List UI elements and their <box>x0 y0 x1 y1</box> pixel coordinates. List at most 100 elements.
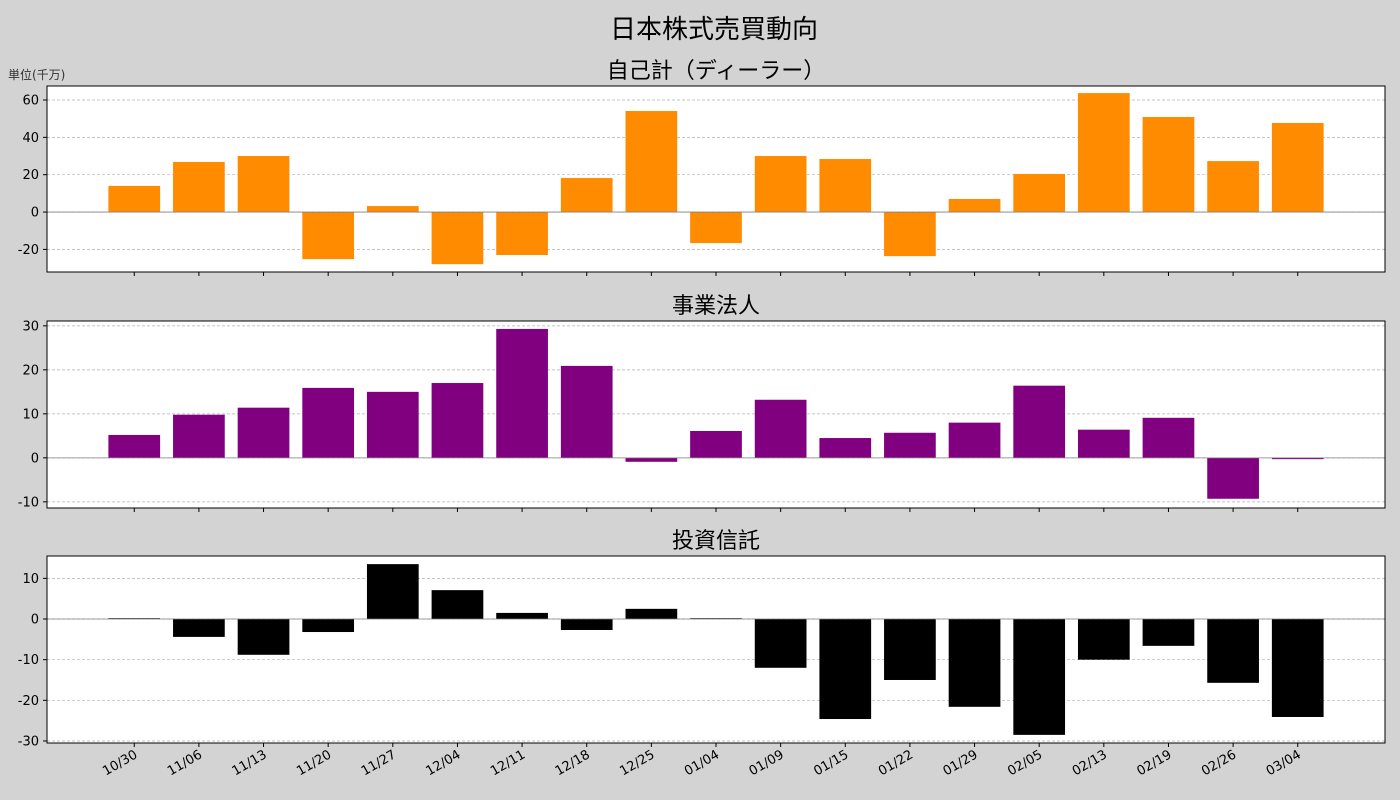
bar-02/19 <box>1142 417 1195 458</box>
bar-01/29 <box>948 198 1001 213</box>
bar-01/09 <box>754 619 807 668</box>
bar-12/18 <box>560 619 613 630</box>
bar-01/15 <box>819 438 872 458</box>
x-tick-label: 03/04 <box>1264 747 1304 779</box>
x-tick-label: 02/13 <box>1070 747 1110 779</box>
axes-frame <box>46 85 1386 273</box>
x-tick-label: 12/04 <box>424 747 464 779</box>
bar-01/04 <box>690 212 742 244</box>
bar-12/04 <box>431 383 484 458</box>
y-tick-label: -10 <box>18 653 39 668</box>
bar-02/26 <box>1207 619 1259 683</box>
bar-10/30 <box>108 434 161 458</box>
panel-title: 事業法人 <box>672 294 760 319</box>
x-tick-label: 01/22 <box>876 747 916 779</box>
bar-11/13 <box>237 156 290 213</box>
y-tick-label: 10 <box>22 407 39 422</box>
bar-11/13 <box>237 407 290 458</box>
bar-11/06 <box>173 414 225 458</box>
x-tick-label: 11/20 <box>294 747 334 779</box>
y-tick-label: 0 <box>31 613 39 628</box>
bar-02/05 <box>1013 619 1066 735</box>
bar-01/29 <box>948 422 1001 458</box>
bar-02/13 <box>1077 619 1130 660</box>
x-tick-label: 12/11 <box>488 747 528 779</box>
unit-label: 単位(千万) <box>8 67 65 82</box>
y-tick-label: 0 <box>31 451 39 466</box>
bar-03/04 <box>1271 619 1324 717</box>
bar-10/30 <box>108 618 161 620</box>
x-tick-label: 12/25 <box>617 747 657 779</box>
bar-01/29 <box>948 619 1001 707</box>
bar-02/05 <box>1013 385 1066 458</box>
x-tick-label: 02/26 <box>1199 747 1239 779</box>
y-tick-label: 60 <box>22 94 39 109</box>
x-tick-label: 11/27 <box>359 747 399 779</box>
axes-frame <box>46 555 1386 744</box>
bar-01/04 <box>690 431 742 458</box>
bar-01/04 <box>690 618 742 620</box>
x-tick-label: 02/19 <box>1135 747 1175 779</box>
y-tick-label: 30 <box>22 319 39 334</box>
bar-02/05 <box>1013 173 1066 213</box>
bar-01/09 <box>754 399 807 458</box>
bar-11/20 <box>302 619 355 633</box>
bar-11/06 <box>173 162 225 213</box>
x-tick-label: 11/13 <box>230 747 270 779</box>
bar-02/26 <box>1207 457 1259 499</box>
bar-01/22 <box>884 619 936 680</box>
bar-11/20 <box>302 212 355 260</box>
y-tick-label: 40 <box>22 131 39 146</box>
bar-11/13 <box>237 619 290 655</box>
bar-12/25 <box>625 111 678 213</box>
panel-title: 自己計（ディーラー） <box>607 59 825 84</box>
bar-01/22 <box>884 212 936 257</box>
axes-frame <box>46 320 1386 509</box>
panel-2: 事業法人 -10 0 10 20 30 <box>18 294 1386 512</box>
bar-02/13 <box>1077 93 1130 213</box>
x-tick-label: 01/15 <box>811 747 851 779</box>
y-tick-label: 20 <box>22 363 39 378</box>
y-tick-label: 20 <box>22 168 39 183</box>
chart-title: 日本株式売買動向 <box>610 15 818 45</box>
bar-03/04 <box>1271 457 1324 460</box>
bar-02/19 <box>1142 117 1195 213</box>
bar-01/22 <box>884 432 936 458</box>
y-tick-label: -30 <box>18 734 39 749</box>
bar-12/18 <box>560 178 613 213</box>
bar-01/15 <box>819 159 872 213</box>
bar-12/11 <box>496 212 548 256</box>
bar-11/27 <box>366 564 419 620</box>
bar-10/30 <box>108 185 161 213</box>
y-tick-label: 10 <box>22 572 39 587</box>
x-tick-label: 10/30 <box>100 747 140 779</box>
bar-12/11 <box>496 328 548 458</box>
bar-02/26 <box>1207 161 1259 213</box>
bar-01/09 <box>754 156 807 213</box>
panel-title: 投資信託 <box>672 529 760 554</box>
x-tick-label: 12/18 <box>553 747 593 779</box>
x-tick-label: 11/06 <box>165 747 205 779</box>
bar-12/04 <box>431 590 484 620</box>
bar-11/27 <box>366 391 419 458</box>
y-tick-label: -20 <box>18 694 39 709</box>
x-tick-label: 01/04 <box>682 747 722 779</box>
x-tick-label: 01/29 <box>941 747 981 779</box>
bar-01/15 <box>819 619 872 720</box>
y-tick-label: -20 <box>18 243 39 258</box>
y-tick-label: -10 <box>18 495 39 510</box>
bar-03/04 <box>1271 122 1324 213</box>
bar-11/27 <box>366 206 419 213</box>
bar-12/11 <box>496 612 548 620</box>
bar-11/06 <box>173 619 225 637</box>
bar-02/19 <box>1142 619 1195 646</box>
bar-12/04 <box>431 212 484 265</box>
panel-1: 自己計（ディーラー） -20 0 20 40 60 <box>18 59 1386 276</box>
bar-11/20 <box>302 387 355 458</box>
y-tick-label: 0 <box>31 206 39 221</box>
x-tick-label: 01/09 <box>747 747 787 779</box>
panel-3: 投資信託 -30 -20 -10 0 10 <box>18 529 1386 749</box>
bar-12/25 <box>625 608 678 620</box>
bar-12/18 <box>560 365 613 458</box>
